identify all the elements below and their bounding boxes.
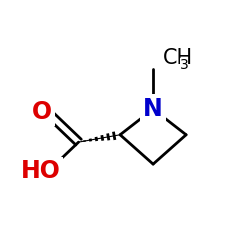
Text: 3: 3 xyxy=(180,58,188,71)
Text: N: N xyxy=(143,97,163,121)
Text: CH: CH xyxy=(163,48,193,68)
Text: O: O xyxy=(32,100,52,124)
Text: HO: HO xyxy=(21,160,60,184)
